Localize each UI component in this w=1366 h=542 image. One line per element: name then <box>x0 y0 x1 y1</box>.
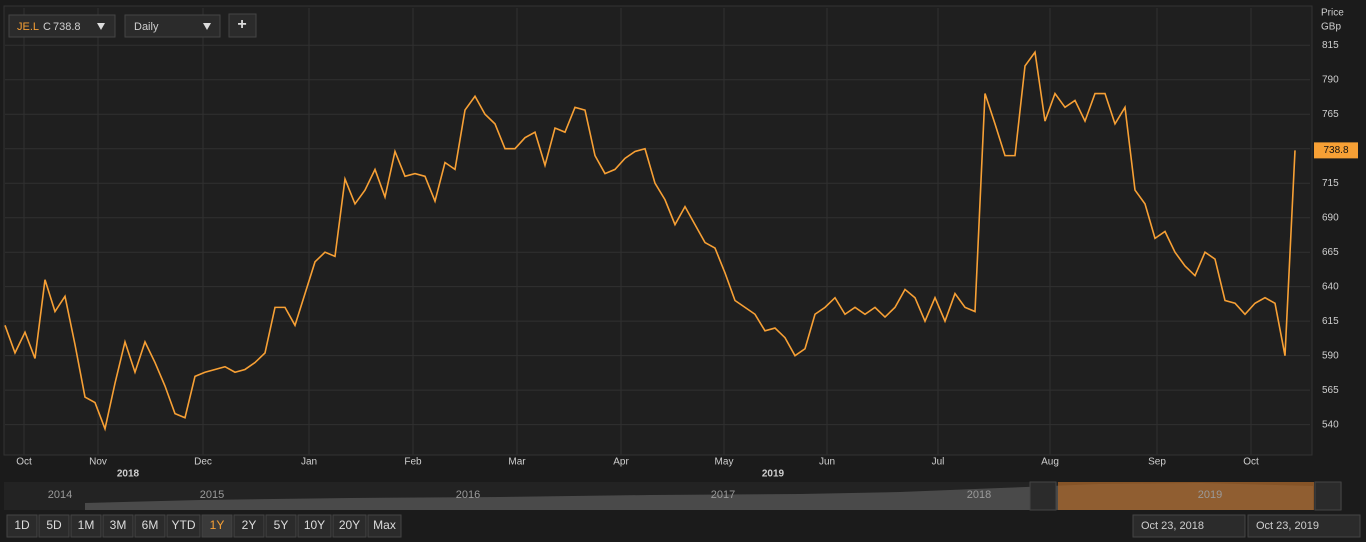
close-value: 738.8 <box>53 21 81 33</box>
plot-area <box>3 5 1313 456</box>
add-button[interactable] <box>228 13 257 38</box>
navigator-year: 2018 <box>967 489 991 501</box>
navigator-area <box>85 483 1313 510</box>
range-button[interactable] <box>166 514 201 538</box>
range-button[interactable] <box>297 514 332 538</box>
range-button-label: 10Y <box>304 518 325 532</box>
x-tick-label: Jun <box>819 457 835 468</box>
x-tick-label: Mar <box>508 457 526 468</box>
range-buttons: 1D 5D 1M 3M 6M YTD 1Y 2Y 5Y 10Y 20Y Max <box>6 514 402 538</box>
year-label: 2018 <box>117 469 140 480</box>
axis-label: GBp <box>1321 22 1341 33</box>
date-to: Oct 23, 2019 <box>1256 520 1319 532</box>
x-tick-label: Nov <box>89 457 107 468</box>
interval-box[interactable] <box>124 14 221 38</box>
x-tick-label: Feb <box>404 457 422 468</box>
range-button-label: 5D <box>46 518 62 532</box>
date-to-box[interactable] <box>1247 514 1361 538</box>
interval: Daily <box>134 21 159 33</box>
range-button-label: 6M <box>142 518 159 532</box>
y-tick-label: 790 <box>1322 74 1339 85</box>
x-tick-label: Oct <box>16 457 32 468</box>
navigator-year: 2019 <box>1198 489 1222 501</box>
close-prefix: C <box>43 21 51 33</box>
add-icon: + <box>237 16 246 33</box>
range-button[interactable] <box>38 514 70 538</box>
navigator-selection[interactable] <box>1058 482 1314 510</box>
navigator-handle[interactable] <box>1314 481 1342 511</box>
range-button[interactable] <box>367 514 402 538</box>
y-tick-label: 765 <box>1322 109 1339 120</box>
navigator-handle[interactable] <box>1029 481 1057 511</box>
navigator-year: 2016 <box>456 489 480 501</box>
y-tick-label: 540 <box>1322 419 1339 430</box>
range-button-label: 1Y <box>210 518 225 532</box>
x-tick-label: Jan <box>301 457 317 468</box>
x-tick-label: May <box>715 457 734 468</box>
y-tick-label: 565 <box>1322 385 1339 396</box>
last-price-badge <box>1314 142 1358 159</box>
y-tick-label: 715 <box>1322 178 1339 189</box>
range-button[interactable] <box>201 514 233 538</box>
x-tick-label: Aug <box>1041 457 1059 468</box>
navigator-year: 2017 <box>711 489 735 501</box>
x-tick-label: Apr <box>613 457 629 468</box>
y-tick-label: 665 <box>1322 247 1339 258</box>
range-button-label: 20Y <box>339 518 360 532</box>
last-price: 738.8 <box>1323 145 1348 156</box>
x-tick-label: Dec <box>194 457 212 468</box>
range-button-label: YTD <box>172 518 196 532</box>
symbol-box[interactable] <box>8 14 116 38</box>
dropdown-arrow <box>97 23 105 30</box>
navigator-years: 2014 2015 2016 2017 2018 2019 <box>48 489 1222 501</box>
range-button[interactable] <box>332 514 367 538</box>
symbol: JE.L <box>17 21 39 33</box>
grid <box>5 8 1310 455</box>
x-tick-label: Sep <box>1148 457 1166 468</box>
y-tick-label: 590 <box>1322 350 1339 361</box>
lines <box>4 50 1296 432</box>
range-button-label: 1D <box>14 518 30 532</box>
navigator-year: 2015 <box>200 489 224 501</box>
x-tick-label: Oct <box>1243 457 1259 468</box>
date-from-box[interactable] <box>1132 514 1246 538</box>
range-button[interactable] <box>233 514 265 538</box>
y-tick-label: 815 <box>1322 40 1339 51</box>
range-button[interactable] <box>134 514 166 538</box>
y-tick-label: 615 <box>1322 316 1339 327</box>
range-button-label: 5Y <box>274 518 289 532</box>
axis-label: Price <box>1321 8 1344 19</box>
range-button[interactable] <box>265 514 297 538</box>
price-line <box>4 50 1296 432</box>
range-button-label: Max <box>373 518 396 532</box>
range-button-label: 2Y <box>242 518 257 532</box>
range-button[interactable] <box>70 514 102 538</box>
y-tick-label: 640 <box>1322 281 1339 292</box>
x-tick-label: Jul <box>932 457 945 468</box>
dropdown-arrow <box>203 23 211 30</box>
range-button-label: 1M <box>78 518 95 532</box>
range-button[interactable] <box>6 514 38 538</box>
date-from: Oct 23, 2018 <box>1141 520 1204 532</box>
navigator-year: 2014 <box>48 489 72 501</box>
y-tick-label: 690 <box>1322 212 1339 223</box>
range-button[interactable] <box>102 514 134 538</box>
year-label: 2019 <box>762 469 785 480</box>
range-button-label: 3M <box>110 518 127 532</box>
